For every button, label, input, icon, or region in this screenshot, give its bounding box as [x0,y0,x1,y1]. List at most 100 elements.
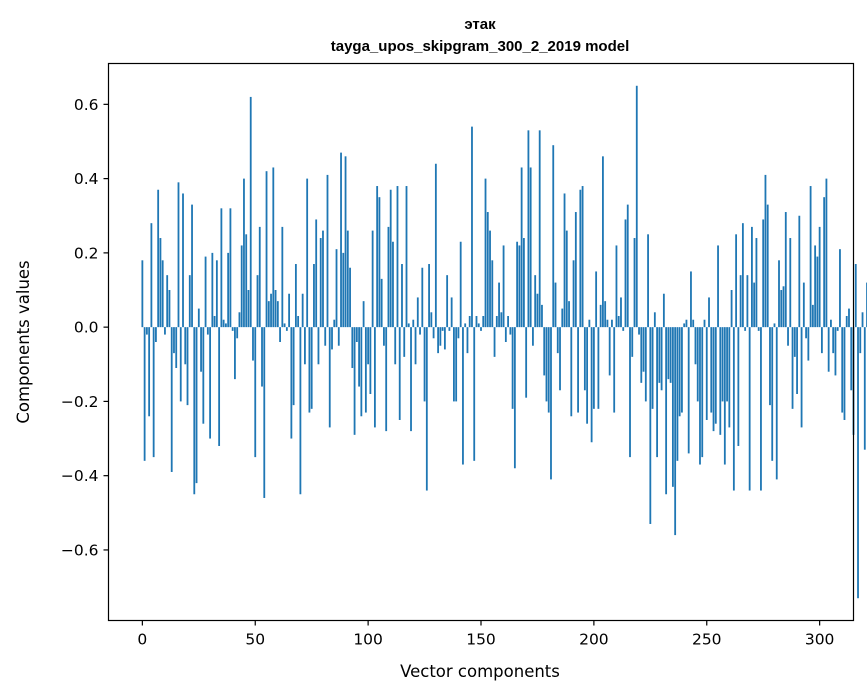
bar [202,327,205,424]
bar [407,323,410,328]
bar [525,327,528,398]
bar [667,327,670,380]
bar [168,290,171,328]
bar [414,327,417,365]
bar [775,327,778,480]
bar [556,327,559,354]
bar [728,327,731,428]
bar [448,327,451,331]
bar [572,260,575,328]
bar [276,301,279,328]
bar [834,327,837,376]
bar [405,186,408,328]
bar [294,264,297,328]
bar [480,327,482,331]
bar [229,208,232,328]
bar [299,327,302,495]
bar [157,189,160,328]
bar [529,167,532,328]
bar [590,327,593,443]
x-tick-label: 50 [245,631,265,649]
bar [369,327,372,394]
bar-series [141,85,867,599]
bar [308,327,311,413]
bar [789,238,792,328]
bar [787,327,789,346]
bar [491,260,494,328]
bar [234,327,236,380]
bar [651,327,654,409]
bar [839,249,841,328]
bar [583,327,586,391]
bar [340,152,342,328]
bar [265,171,268,328]
bar [857,327,859,599]
y-axis-label: Components values [14,260,33,423]
bar [665,327,668,495]
bar [484,178,487,328]
bar [175,327,178,368]
bar [446,275,449,328]
bar [466,327,469,354]
bar [495,316,498,328]
y-tick-label: 0.6 [74,96,99,114]
bar [141,260,144,328]
bar [757,327,760,331]
bar [586,327,589,424]
bar [760,327,762,491]
bar [581,186,584,328]
bar [769,327,771,406]
bar [854,264,857,328]
bar [209,327,211,439]
bar [471,126,473,328]
bar [613,327,616,413]
bar [313,264,315,328]
bar [574,212,577,328]
bar [563,193,566,328]
bar [272,167,275,328]
bar [459,241,462,328]
bar [532,327,534,346]
bar [552,145,555,328]
bar [615,245,618,328]
bar [732,327,735,491]
bar [841,327,844,413]
bar [703,319,706,328]
bar [717,245,719,328]
bar [364,327,367,413]
bar [396,186,399,328]
bar [193,327,196,495]
bar [450,297,453,328]
bar [513,327,516,469]
bar [678,327,681,417]
bar [441,327,444,331]
bar [579,189,582,328]
bar [726,327,728,402]
bar [288,293,291,328]
bar [701,327,704,458]
bar [177,182,180,328]
bar [152,327,155,458]
y-tick-label: 0.4 [74,170,99,188]
bar [285,327,288,331]
bar [254,327,257,458]
bar [577,327,579,413]
bar [362,301,365,328]
bar [243,178,245,328]
bar [647,234,649,328]
bar [419,327,421,335]
bar [780,290,783,328]
chart-subtitle: tayga_upos_skipgram_300_2_2019 model [331,38,630,55]
bar [398,327,401,420]
bar [527,130,530,328]
bar [473,327,476,461]
bar [328,327,331,428]
bar [421,267,424,328]
bar [843,327,846,420]
bar [322,230,324,328]
bar [353,327,356,435]
bar [477,323,480,328]
bar [685,319,688,328]
